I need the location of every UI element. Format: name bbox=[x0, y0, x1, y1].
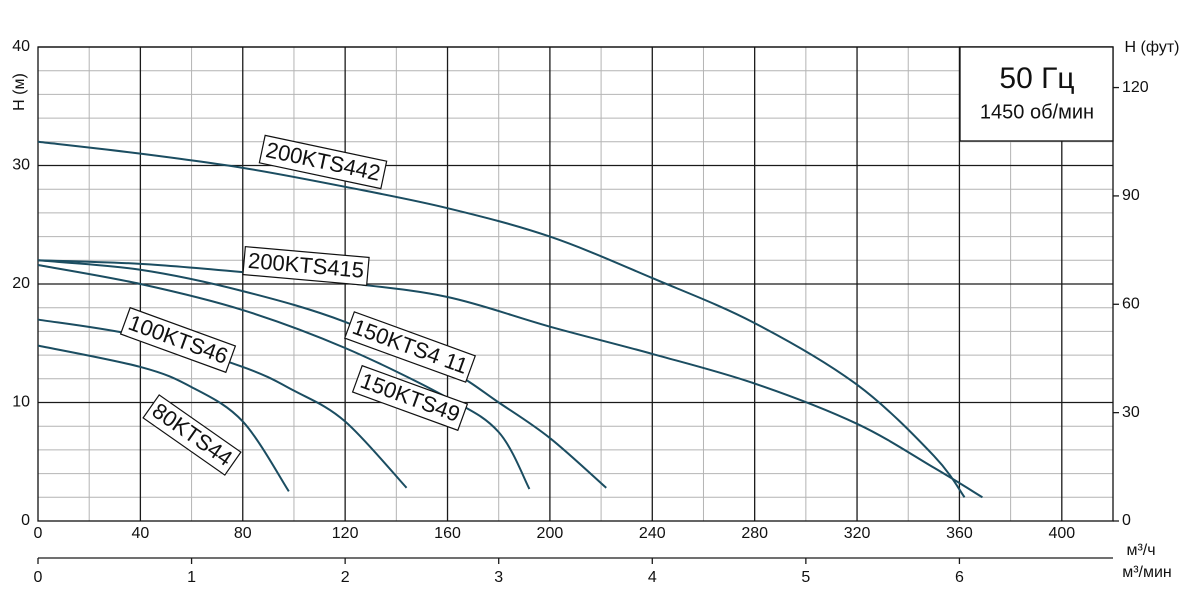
x-tick-label: 400 bbox=[1048, 525, 1075, 542]
y2-tick-label: 90 bbox=[1122, 187, 1140, 204]
x2-tick-label: 4 bbox=[648, 569, 657, 586]
x2-tick-label: 6 bbox=[955, 569, 964, 586]
x-tick-label: 320 bbox=[844, 525, 871, 542]
curve-label-box bbox=[142, 394, 242, 476]
speed: 1450 об/мин bbox=[980, 101, 1094, 123]
curve-label-box bbox=[258, 134, 388, 190]
curve-label-text: 200KTS442 bbox=[264, 137, 383, 186]
curve-label: 100KTS46 bbox=[119, 306, 237, 374]
y2-axis-label: H (фут) bbox=[1125, 39, 1180, 56]
x-tick-label: 40 bbox=[131, 525, 149, 542]
x2-tick-label: 5 bbox=[801, 569, 810, 586]
x2-tick-label: 0 bbox=[34, 569, 43, 586]
x-tick-label: 200 bbox=[537, 525, 564, 542]
curve-label-text: 80KTS44 bbox=[148, 398, 237, 471]
grid bbox=[38, 46, 1113, 521]
x-tick-label: 280 bbox=[741, 525, 768, 542]
x-tick-label: 0 bbox=[34, 525, 43, 542]
curve-label-text: 200KTS415 bbox=[247, 248, 365, 283]
x2-tick-label: 1 bbox=[187, 569, 196, 586]
x2-tick-label: 2 bbox=[341, 569, 350, 586]
pump-curve bbox=[37, 259, 607, 489]
y-tick-label: 10 bbox=[12, 394, 30, 411]
x-axis-label: м³/ч bbox=[1126, 542, 1155, 559]
x2-tick-label: 3 bbox=[494, 569, 503, 586]
curve-label-box bbox=[343, 311, 477, 383]
x-tick-label: 360 bbox=[946, 525, 973, 542]
y2-tick-label: 30 bbox=[1122, 404, 1140, 421]
x2-axis-label: м³/мин bbox=[1122, 564, 1172, 581]
pump-curve bbox=[37, 344, 290, 492]
y-axis-label: H (м) bbox=[11, 73, 28, 111]
curve-label: 200KTS442 bbox=[258, 134, 388, 190]
x-tick-label: 120 bbox=[332, 525, 359, 542]
frequency: 50 Гц bbox=[999, 62, 1074, 95]
curve-label-box bbox=[242, 245, 370, 287]
x-tick-label: 240 bbox=[639, 525, 666, 542]
plot-frame bbox=[37, 46, 1114, 522]
pump-curve bbox=[37, 318, 408, 489]
y-tick-label: 0 bbox=[21, 512, 30, 529]
x-tick-label: 80 bbox=[234, 525, 252, 542]
curve-label-box bbox=[119, 306, 237, 374]
y2-tick-label: 120 bbox=[1122, 79, 1149, 96]
y-tick-label: 40 bbox=[12, 38, 30, 55]
y2-tick-label: 0 bbox=[1122, 512, 1131, 529]
pump-curve bbox=[37, 259, 983, 499]
y-tick-label: 20 bbox=[12, 275, 30, 292]
info-box bbox=[959, 46, 1114, 142]
y-tick-label: 30 bbox=[12, 157, 30, 174]
curve-label: 200KTS415 bbox=[242, 245, 370, 287]
curve-label-box bbox=[351, 364, 469, 432]
pump-curve bbox=[37, 264, 531, 490]
y2-tick-label: 60 bbox=[1122, 296, 1140, 313]
pump-curve bbox=[37, 140, 966, 498]
x-tick-label: 160 bbox=[434, 525, 461, 542]
